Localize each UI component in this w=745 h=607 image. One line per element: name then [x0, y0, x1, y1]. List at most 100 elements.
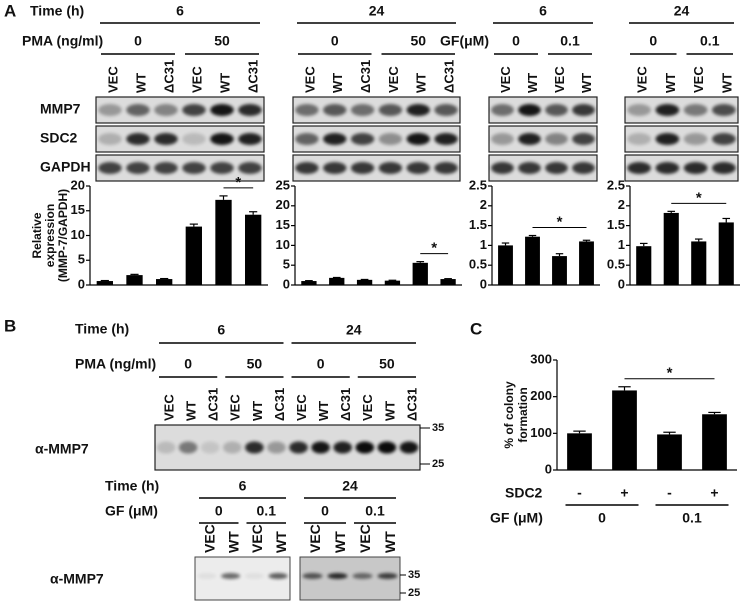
- bar: [96, 281, 113, 285]
- panel-label: A: [4, 1, 16, 20]
- lane-label: WT: [663, 73, 678, 93]
- bar: [525, 236, 540, 285]
- row-label: SDC2: [40, 130, 78, 146]
- band: [377, 441, 397, 454]
- factor-value: 0: [598, 510, 606, 526]
- lane-label: WT: [225, 531, 241, 553]
- band: [406, 133, 430, 145]
- factor-label: GF (μM): [490, 510, 543, 526]
- band: [491, 162, 514, 174]
- band: [350, 162, 375, 174]
- blot: [292, 125, 461, 153]
- y-tick-label: 25: [276, 177, 290, 192]
- lane-label: WT: [330, 73, 345, 93]
- lane-label: ΔC31: [161, 60, 176, 93]
- y-tick-label: 0: [545, 461, 552, 476]
- dose-label: GF (μM): [105, 503, 158, 519]
- dose-label: GF(μM): [440, 33, 489, 49]
- bar: [552, 256, 567, 285]
- bar: [579, 241, 594, 285]
- blot-label: α-MMP7: [35, 441, 89, 457]
- bar: [215, 199, 232, 285]
- lane-label: VEC: [294, 394, 309, 421]
- blot-label: α-MMP7: [50, 571, 104, 587]
- y-tick-label: 10: [71, 227, 85, 242]
- band: [267, 441, 286, 454]
- band: [238, 104, 262, 116]
- y-tick-label: 300: [530, 351, 552, 366]
- band: [126, 162, 150, 174]
- lane-label: VEC: [498, 66, 513, 93]
- blot: [95, 125, 265, 153]
- lane-label: VEC: [386, 66, 401, 93]
- lane-label: VEC: [635, 66, 650, 93]
- band: [210, 162, 234, 174]
- dose-label: PMA (ng/ml): [75, 356, 156, 372]
- bar: [440, 279, 456, 285]
- bar: [657, 434, 682, 470]
- bar: [691, 241, 707, 285]
- bar: [498, 245, 513, 285]
- band: [627, 133, 651, 145]
- bar: [329, 277, 345, 285]
- band: [406, 162, 430, 174]
- blot: [95, 154, 265, 182]
- panel-label: C: [470, 319, 482, 338]
- time-value: 24: [342, 478, 358, 494]
- band: [289, 441, 308, 454]
- time-value: 6: [239, 478, 247, 494]
- band: [200, 441, 220, 454]
- band: [333, 441, 352, 454]
- lane-label: ΔC31: [442, 60, 457, 93]
- band: [518, 133, 541, 145]
- factor-value: +: [620, 485, 628, 501]
- time-value: 6: [176, 3, 184, 19]
- annotation: *: [235, 174, 241, 191]
- band: [491, 133, 514, 145]
- y-tick-label: 0.5: [469, 257, 487, 272]
- band: [378, 162, 403, 174]
- lane-label: WT: [133, 73, 148, 93]
- lane-label: WT: [382, 531, 398, 553]
- annotation: *: [557, 213, 563, 230]
- band: [350, 133, 375, 145]
- band: [126, 104, 150, 116]
- y-axis-label: (MMP-7/GAPDH): [56, 189, 70, 282]
- band: [434, 104, 458, 116]
- y-axis-label: Relative: [30, 212, 44, 258]
- band: [545, 162, 568, 174]
- marker: 25: [408, 587, 420, 599]
- y-axis-label: formation: [516, 387, 530, 442]
- time-value: 24: [674, 3, 690, 19]
- band: [627, 162, 651, 174]
- y-tick-label: 20: [71, 177, 85, 192]
- y-tick-label: 2.5: [469, 177, 487, 192]
- lane-label: WT: [719, 73, 734, 93]
- lane-label: WT: [332, 531, 348, 553]
- dose-value: 0.1: [560, 33, 580, 49]
- time-label: Time (h): [105, 478, 159, 494]
- time-value: 6: [539, 3, 547, 19]
- band: [156, 441, 176, 454]
- row-label: MMP7: [40, 101, 81, 117]
- band: [655, 104, 680, 116]
- band: [154, 104, 178, 116]
- y-tick-label: 0: [618, 276, 625, 291]
- lane-label: VEC: [357, 524, 373, 553]
- band: [434, 162, 458, 174]
- lane-label: VEC: [691, 66, 706, 93]
- band: [712, 104, 736, 116]
- lane-label: ΔC31: [245, 60, 260, 93]
- band: [197, 573, 217, 579]
- band: [210, 104, 234, 116]
- band: [399, 441, 419, 454]
- bar: [567, 433, 592, 470]
- lane-label: VEC: [249, 524, 265, 553]
- lane-label: ΔC31: [338, 388, 353, 421]
- y-tick-label: 10: [276, 237, 290, 252]
- band: [406, 104, 430, 116]
- band: [244, 573, 264, 579]
- time-label: Time (h): [75, 321, 129, 337]
